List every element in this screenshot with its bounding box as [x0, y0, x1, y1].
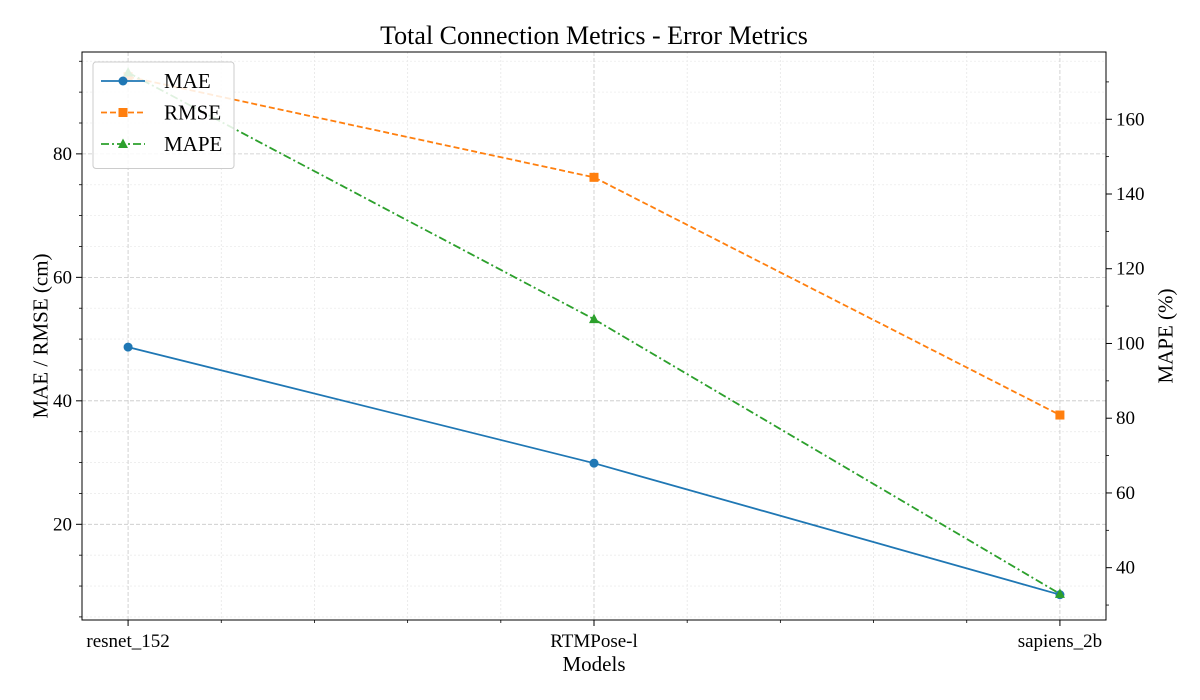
y-right-tick-label: 40 — [1116, 558, 1135, 579]
legend-marker-mape — [118, 138, 128, 148]
data-point-mae — [589, 458, 599, 468]
series-line-rmse — [127, 75, 1061, 416]
y-right-tick-label: 140 — [1116, 184, 1145, 205]
data-point-rmse — [1055, 410, 1065, 420]
axis-ticks: resnet_152 RTMPose-l sapiens_2b 20 40 60 80 40 6… — [53, 60, 1145, 652]
x-tick-label: sapiens_2b — [1018, 631, 1102, 652]
y-axis-right-title: MAPE (%) — [1153, 288, 1177, 383]
y-right-tick-label: 160 — [1116, 109, 1145, 130]
y-right-tick-label: 120 — [1116, 259, 1145, 280]
legend-marker-rmse — [118, 108, 128, 117]
legend-box — [92, 61, 235, 169]
y-axis-left-title: MAE / RMSE (cm) — [28, 253, 52, 418]
y-right-tick-label: 100 — [1116, 333, 1145, 354]
series-lines — [123, 67, 1065, 600]
series-mape — [123, 67, 1065, 598]
grid — [82, 52, 1106, 620]
legend-label-mape: MAPE — [164, 132, 222, 156]
x-tick-label: resnet_152 — [86, 631, 169, 652]
x-tick-label: RTMPose-l — [550, 631, 638, 652]
legend-marker-mae — [118, 76, 128, 86]
y-left-tick-label: 20 — [53, 514, 72, 535]
y-left-tick-label: 60 — [53, 267, 72, 288]
series-mae — [123, 342, 1065, 600]
legend-label-mae: MAE — [164, 69, 211, 93]
data-point-mape — [1054, 588, 1065, 598]
y-right-tick-label: 80 — [1116, 408, 1135, 429]
legend-label-rmse: RMSE — [164, 101, 221, 125]
y-left-tick-label: 80 — [53, 144, 72, 165]
data-point-mae — [123, 342, 133, 352]
data-point-mape — [589, 313, 599, 324]
x-axis-title: Models — [563, 652, 626, 676]
legend: MAE RMSE MAPE — [92, 61, 235, 169]
y-right-tick-label: 60 — [1116, 483, 1135, 504]
data-point-rmse — [589, 172, 599, 182]
series-line-mape — [127, 71, 1061, 595]
chart-title: Total Connection Metrics - Error Metrics — [380, 21, 808, 50]
y-left-tick-label: 40 — [53, 391, 72, 412]
